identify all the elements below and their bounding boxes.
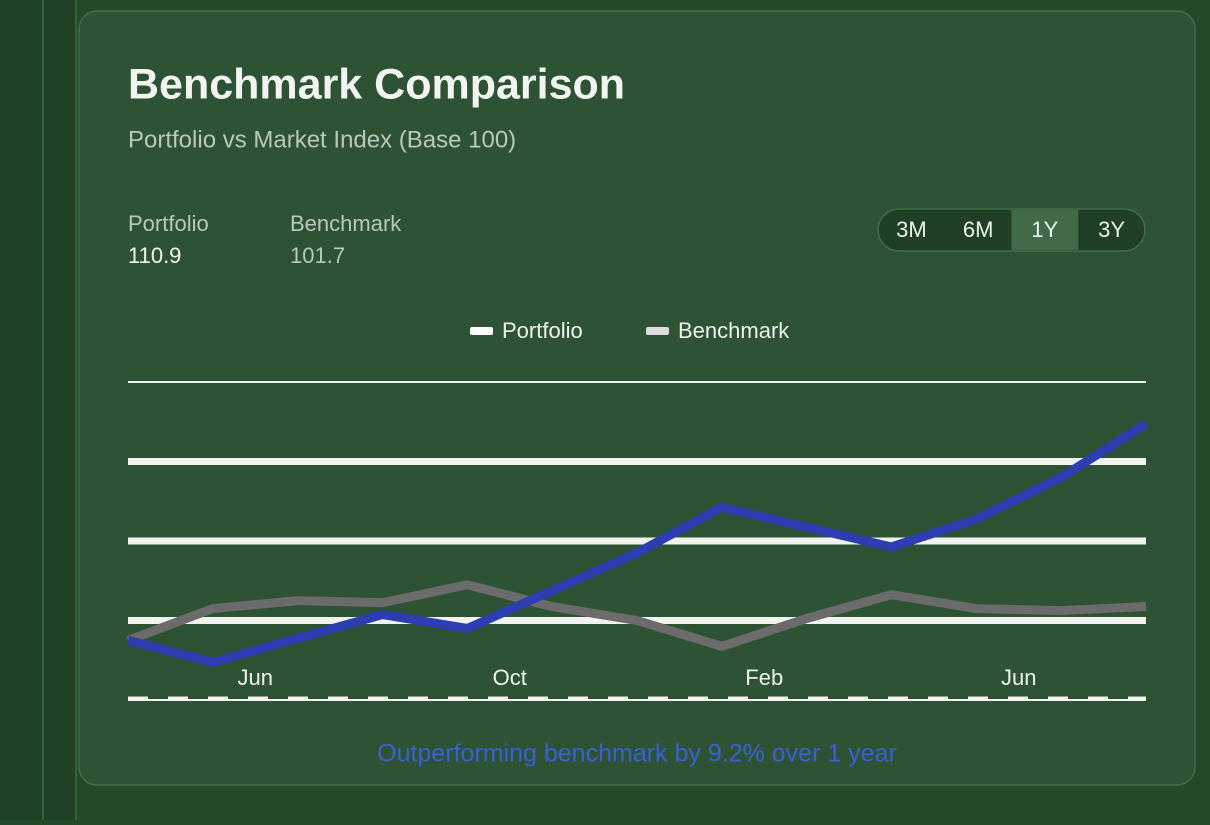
legend-label: Benchmark: [678, 318, 790, 343]
x-tick-label: Jun: [1001, 665, 1036, 690]
stat-label: Benchmark: [290, 211, 402, 236]
series-line: [126, 419, 1149, 667]
range-button-active[interactable]: [1011, 210, 1079, 250]
legend-swatch: [646, 327, 669, 335]
legend-label: Portfolio: [502, 318, 583, 343]
stat-label: Portfolio: [128, 211, 209, 236]
x-tick-label: Jun: [238, 665, 273, 690]
card-title: Benchmark Comparison: [128, 60, 625, 108]
range-button[interactable]: 3Y: [1098, 217, 1125, 242]
range-button[interactable]: 1Y: [1031, 217, 1058, 242]
sidebar: [0, 0, 76, 820]
series-line: [126, 580, 1147, 651]
footer-note: Outperforming benchmark by 9.2% over 1 y…: [377, 740, 897, 768]
stat-value: 101.7: [290, 243, 345, 268]
legend-swatch: [470, 327, 493, 335]
x-tick-label: Feb: [745, 665, 783, 690]
range-button[interactable]: 3M: [896, 217, 927, 242]
card-subtitle: Portfolio vs Market Index (Base 100): [128, 126, 516, 153]
stat-value: 110.9: [128, 243, 181, 268]
range-button[interactable]: 6M: [963, 217, 994, 242]
card: [78, 10, 1196, 786]
x-tick-label: Oct: [493, 665, 527, 690]
